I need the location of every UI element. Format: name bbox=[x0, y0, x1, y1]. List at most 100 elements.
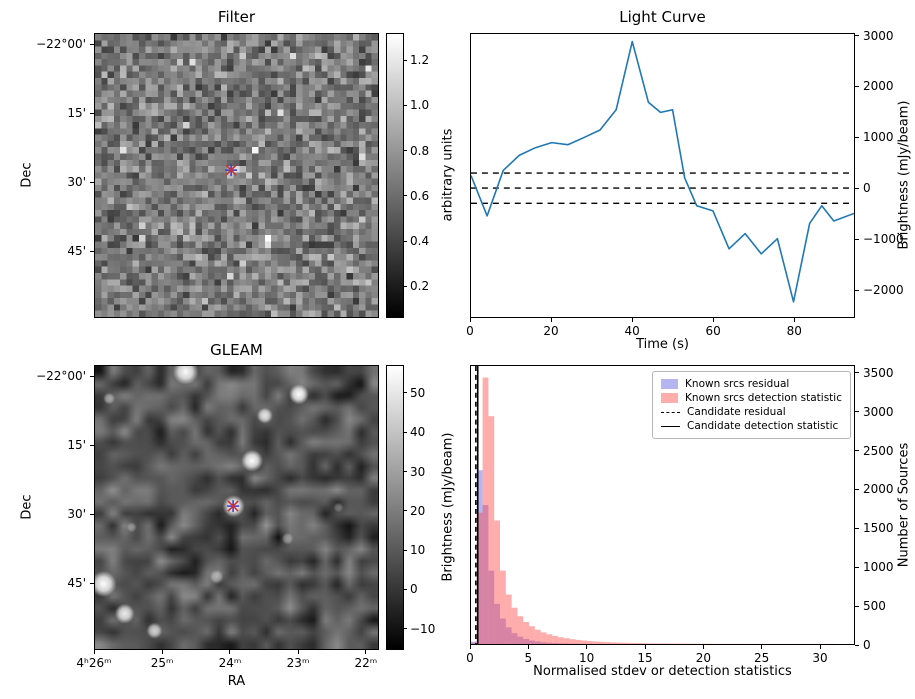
count-tick-label: 0 bbox=[863, 638, 871, 652]
ra-tick-label: 4ʰ26ᵐ bbox=[76, 656, 112, 670]
colorbar-tick-label: 1.0 bbox=[410, 98, 430, 113]
tick-mark bbox=[855, 644, 859, 646]
tick-mark bbox=[93, 650, 95, 654]
dec-tick-label: 30' bbox=[67, 507, 86, 522]
tick-mark bbox=[469, 318, 471, 322]
tick-mark bbox=[855, 527, 859, 529]
tick-mark bbox=[365, 650, 367, 654]
colorbar-tick-label: 0.2 bbox=[410, 279, 430, 294]
colorbar-tick-label: 50 bbox=[410, 385, 426, 400]
hist-bar bbox=[656, 643, 663, 644]
hist-bar bbox=[587, 641, 593, 644]
time-tick-label: 60 bbox=[705, 324, 721, 338]
filter-colorbar bbox=[386, 33, 404, 318]
lightcurve-series bbox=[471, 40, 854, 303]
legend-item: Known srcs residual bbox=[661, 378, 842, 390]
hist-bar bbox=[552, 635, 559, 644]
hist-bar bbox=[476, 470, 483, 644]
legend-item: Candidate residual bbox=[661, 406, 842, 418]
tick-mark bbox=[404, 510, 407, 512]
x-marker bbox=[225, 164, 237, 176]
tick-mark bbox=[855, 450, 859, 452]
tick-mark bbox=[855, 566, 859, 568]
lightcurve-plot-area[interactable] bbox=[470, 33, 855, 318]
dec-tick-label: 15' bbox=[67, 106, 86, 121]
lightcurve-plot-svg bbox=[471, 40, 854, 303]
stat-tick-label: 15 bbox=[637, 651, 653, 665]
hist-bar bbox=[482, 377, 489, 644]
hist-bar bbox=[546, 634, 553, 644]
gleam-heatmap-image bbox=[95, 366, 378, 649]
tick-mark bbox=[855, 35, 859, 37]
hist-bar bbox=[534, 641, 541, 644]
hist-bar bbox=[662, 643, 669, 644]
hist-bar bbox=[563, 638, 570, 644]
gleam-plot-area[interactable] bbox=[94, 365, 379, 650]
legend-label: Candidate detection statistic bbox=[687, 420, 839, 432]
tick-mark bbox=[712, 318, 714, 322]
hist-bar bbox=[500, 618, 506, 644]
ra-tick-label: 25ᵐ bbox=[150, 656, 174, 670]
hist-bar bbox=[610, 642, 617, 644]
hist-bar bbox=[569, 639, 576, 644]
legend-solid-line-swatch bbox=[661, 425, 681, 427]
colorbar-tick-label: 0.8 bbox=[410, 143, 430, 158]
tick-mark bbox=[90, 375, 94, 377]
filter-heatmap-image bbox=[95, 34, 378, 317]
tick-mark bbox=[631, 318, 633, 322]
brightness-tick-label: 1000 bbox=[863, 130, 894, 145]
tick-mark bbox=[855, 238, 859, 240]
stat-tick-label: 30 bbox=[812, 651, 828, 665]
hist-bar bbox=[523, 621, 530, 644]
tick-mark bbox=[855, 372, 859, 374]
count-tick-label: 1000 bbox=[863, 560, 894, 575]
hist-bar bbox=[639, 643, 646, 644]
tick-mark bbox=[855, 488, 859, 490]
hist-bar bbox=[621, 642, 628, 644]
tick-mark bbox=[469, 645, 471, 649]
hist-bar bbox=[592, 641, 599, 644]
hist-bar bbox=[575, 639, 582, 644]
dec-tick-label: −22°00' bbox=[36, 369, 86, 384]
tick-mark bbox=[527, 645, 529, 649]
hist-bar bbox=[616, 642, 622, 644]
dec-tick-label: 45' bbox=[67, 244, 86, 259]
hist-bar bbox=[558, 637, 564, 644]
histogram-plot-svg bbox=[471, 366, 837, 644]
tick-mark bbox=[855, 411, 859, 413]
tick-mark bbox=[644, 645, 646, 649]
colorbar-tick-label: 0 bbox=[410, 582, 418, 597]
tick-mark bbox=[404, 195, 407, 197]
tick-mark bbox=[404, 59, 407, 61]
stat-tick-label: 20 bbox=[695, 651, 711, 665]
colorbar-tick-label: 0.4 bbox=[410, 234, 430, 249]
hist-bar bbox=[529, 626, 535, 644]
filter-plot-area[interactable] bbox=[94, 33, 379, 318]
tick-mark bbox=[793, 318, 795, 322]
tick-mark bbox=[90, 112, 94, 114]
stat-tick-label: 0 bbox=[466, 651, 474, 665]
colorbar-tick-label: 1.2 bbox=[410, 53, 430, 68]
hist-bar bbox=[471, 642, 477, 644]
legend-item: Candidate detection statistic bbox=[661, 420, 842, 432]
hist-bar bbox=[482, 505, 489, 644]
dec-tick-label: −22°00' bbox=[36, 37, 86, 52]
hist-bar bbox=[476, 512, 483, 644]
tick-mark bbox=[404, 285, 407, 287]
tick-mark bbox=[404, 431, 407, 433]
hist-bar bbox=[517, 636, 524, 644]
tick-mark bbox=[855, 187, 859, 189]
tick-mark bbox=[855, 136, 859, 138]
tick-mark bbox=[404, 392, 407, 394]
time-tick-label: 0 bbox=[466, 324, 474, 338]
tick-mark bbox=[550, 318, 552, 322]
brightness-tick-label: 2000 bbox=[863, 79, 894, 94]
tick-mark bbox=[90, 444, 94, 446]
hist-bar bbox=[511, 633, 518, 644]
time-tick-label: 80 bbox=[786, 324, 802, 338]
colorbar-tick-label: 40 bbox=[410, 425, 426, 440]
gleam-panel-title: GLEAM bbox=[210, 341, 263, 359]
count-tick-label: 2000 bbox=[863, 482, 894, 497]
stat-tick-label: 5 bbox=[524, 651, 533, 665]
